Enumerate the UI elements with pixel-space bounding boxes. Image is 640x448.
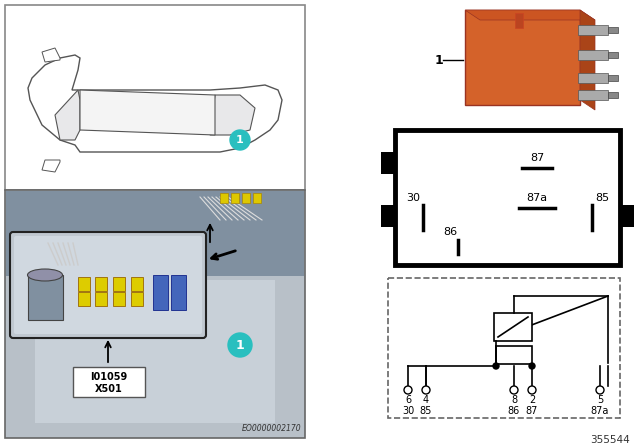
Text: 87a: 87a <box>527 193 548 203</box>
Text: X501: X501 <box>95 384 123 394</box>
Bar <box>5 190 305 438</box>
Polygon shape <box>465 10 595 20</box>
Text: 86: 86 <box>508 406 520 416</box>
Text: 5: 5 <box>597 395 603 405</box>
Bar <box>35 280 275 423</box>
Bar <box>95 292 107 306</box>
Bar <box>6 191 304 276</box>
Bar <box>578 73 608 83</box>
Text: 2: 2 <box>529 395 535 405</box>
Text: 85: 85 <box>595 193 609 203</box>
Circle shape <box>228 333 252 357</box>
Bar <box>395 130 620 265</box>
Bar <box>494 313 532 341</box>
Bar <box>465 10 580 105</box>
Bar <box>153 275 168 310</box>
Text: 4: 4 <box>423 395 429 405</box>
Bar <box>578 25 608 35</box>
Bar <box>381 152 395 174</box>
FancyBboxPatch shape <box>14 236 202 334</box>
Circle shape <box>493 363 499 369</box>
Bar <box>515 13 523 28</box>
Text: 1: 1 <box>236 339 244 352</box>
Bar <box>28 275 63 320</box>
Bar <box>113 292 125 306</box>
Polygon shape <box>210 95 255 135</box>
Bar <box>131 277 143 291</box>
Bar <box>608 92 618 98</box>
Bar <box>381 205 395 227</box>
Bar <box>95 277 107 291</box>
Text: 30: 30 <box>402 406 414 416</box>
Bar <box>608 75 618 81</box>
Bar <box>253 193 261 203</box>
Bar <box>5 5 305 190</box>
Text: EO0000002170: EO0000002170 <box>241 424 301 433</box>
Text: I01059: I01059 <box>90 372 127 382</box>
Polygon shape <box>55 90 80 140</box>
Bar <box>231 193 239 203</box>
Text: 87: 87 <box>526 406 538 416</box>
Circle shape <box>422 386 430 394</box>
Polygon shape <box>28 55 282 152</box>
Bar <box>78 292 90 306</box>
Polygon shape <box>80 90 215 135</box>
Bar <box>171 275 186 310</box>
Circle shape <box>404 386 412 394</box>
Polygon shape <box>42 160 60 172</box>
Bar <box>113 277 125 291</box>
Text: 85: 85 <box>420 406 432 416</box>
Bar <box>620 205 634 227</box>
Text: 30: 30 <box>406 193 420 203</box>
Circle shape <box>230 130 250 150</box>
Text: 86: 86 <box>443 227 457 237</box>
Bar <box>242 193 250 203</box>
Polygon shape <box>42 48 60 62</box>
Bar <box>78 277 90 291</box>
Bar <box>578 90 608 100</box>
Text: 355544: 355544 <box>590 435 630 445</box>
Ellipse shape <box>28 269 63 281</box>
Bar <box>73 367 145 397</box>
Text: 1: 1 <box>435 53 444 66</box>
Text: 87: 87 <box>530 153 544 163</box>
Text: 87a: 87a <box>591 406 609 416</box>
Text: 8: 8 <box>511 395 517 405</box>
Circle shape <box>528 386 536 394</box>
Text: 6: 6 <box>405 395 411 405</box>
Polygon shape <box>580 10 595 110</box>
Circle shape <box>529 363 535 369</box>
FancyBboxPatch shape <box>10 232 206 338</box>
Text: 1: 1 <box>236 135 244 145</box>
Bar <box>608 52 618 58</box>
Bar <box>578 50 608 60</box>
Bar <box>220 193 228 203</box>
Bar <box>608 27 618 33</box>
Bar <box>131 292 143 306</box>
Circle shape <box>596 386 604 394</box>
Circle shape <box>510 386 518 394</box>
Bar <box>388 278 620 418</box>
Bar <box>496 346 532 364</box>
